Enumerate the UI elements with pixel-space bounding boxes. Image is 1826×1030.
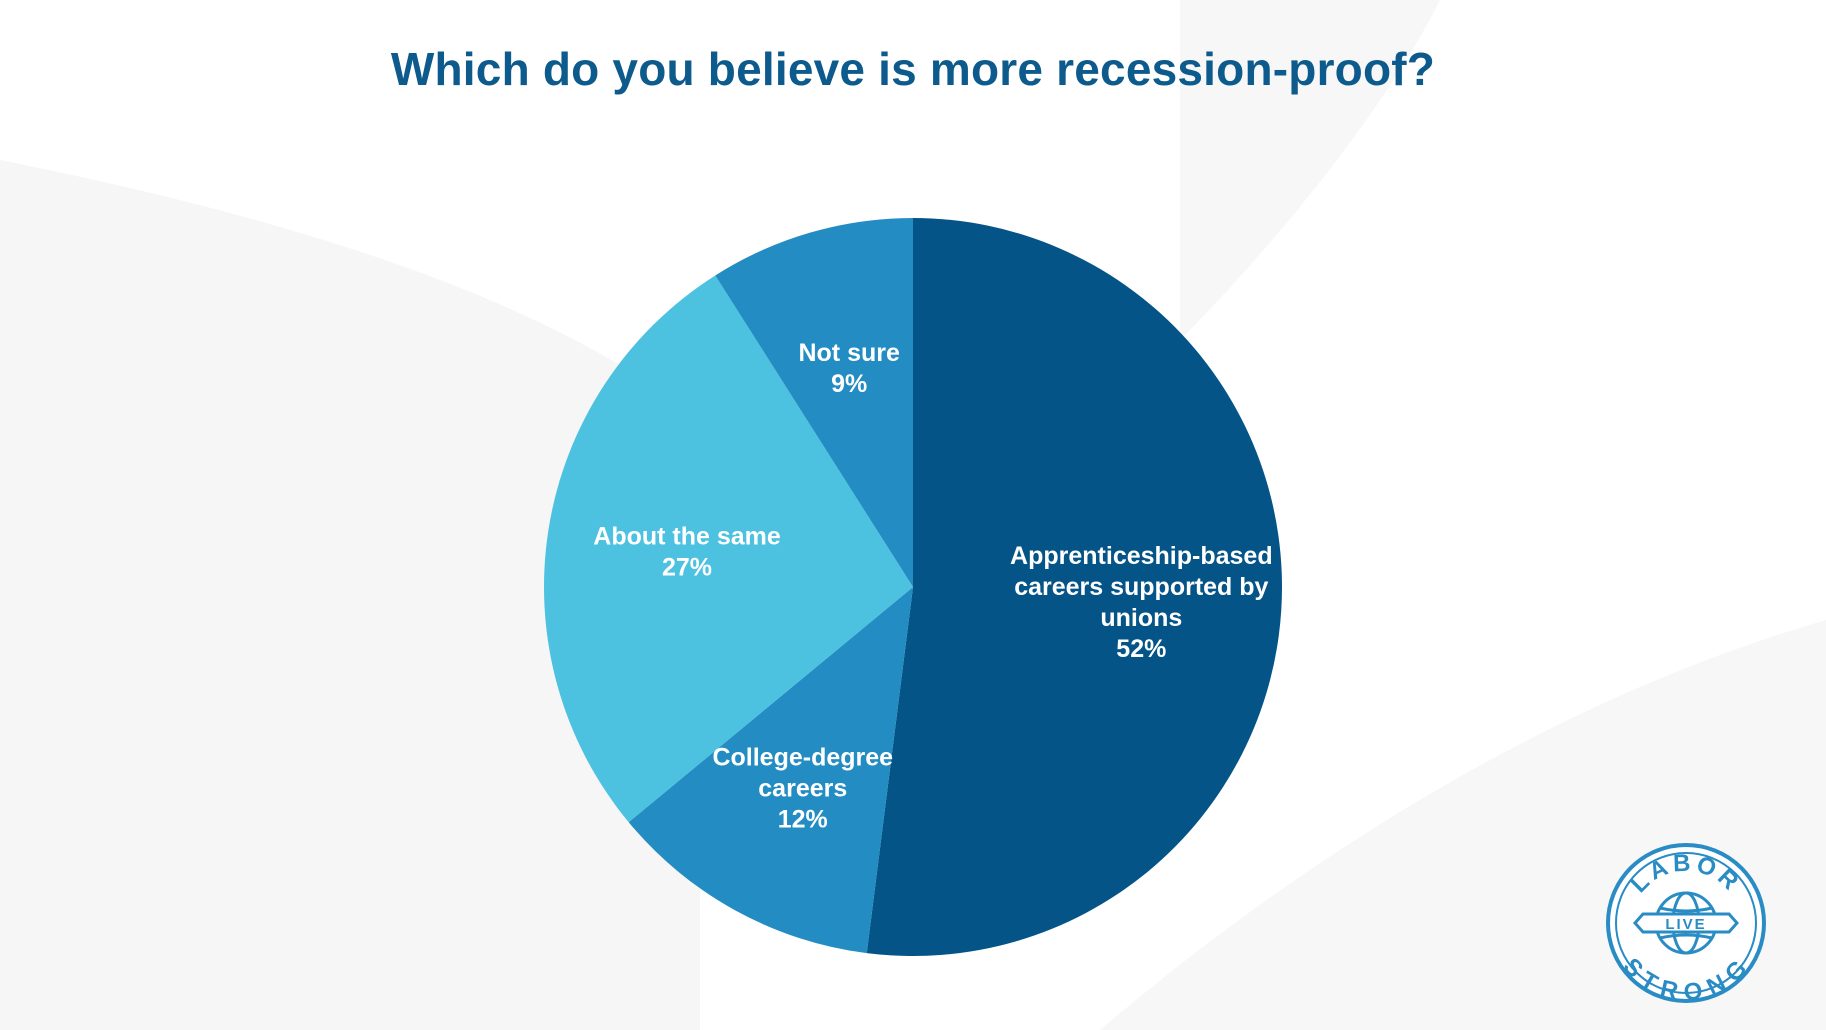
slice-label-college-degree-careers: College-degree careers 12% [712, 743, 893, 833]
slice-category-label: About the same [593, 523, 781, 551]
pie-slice-about-the-same [543, 275, 913, 823]
slice-value-label: 12% [778, 805, 828, 833]
slice-category-label: Not sure [798, 339, 900, 367]
slice-category-label: careers [758, 774, 847, 802]
slice-value-label: 52% [1116, 635, 1166, 663]
pie-slice-not-sure [715, 218, 913, 587]
slice-label-about-the-same: About the same 27% [593, 523, 781, 582]
chart-title: Which do you believe is more recession-p… [390, 43, 1436, 95]
slice-category-label: Apprenticeship-based [1010, 542, 1273, 570]
slice-value-label: 27% [662, 554, 712, 582]
slice-category-label: unions [1100, 604, 1182, 632]
pie-slices [543, 218, 1282, 956]
logo-center-text: LIVE [1665, 916, 1706, 933]
slice-value-label: 9% [831, 370, 867, 398]
logo-banner [1632, 912, 1740, 934]
slice-label-not-sure: Not sure 9% [798, 339, 900, 398]
slice-category-label: careers supported by [1014, 573, 1268, 601]
slice-category-label: College-degree [712, 743, 893, 771]
labor-live-strong-logo: LIVE LABOR STRONG [1606, 843, 1766, 1004]
pie-slice-college-degree-careers [628, 587, 913, 954]
slice-label-apprenticeship-based-careers-supported-by-unions: Apprenticeship-based careers supported by… [1010, 542, 1273, 663]
pie-labels: Apprenticeship-based careers supported by… [593, 339, 1272, 834]
pie-slice-apprenticeship-based-careers-supported-by-unions [866, 218, 1282, 956]
